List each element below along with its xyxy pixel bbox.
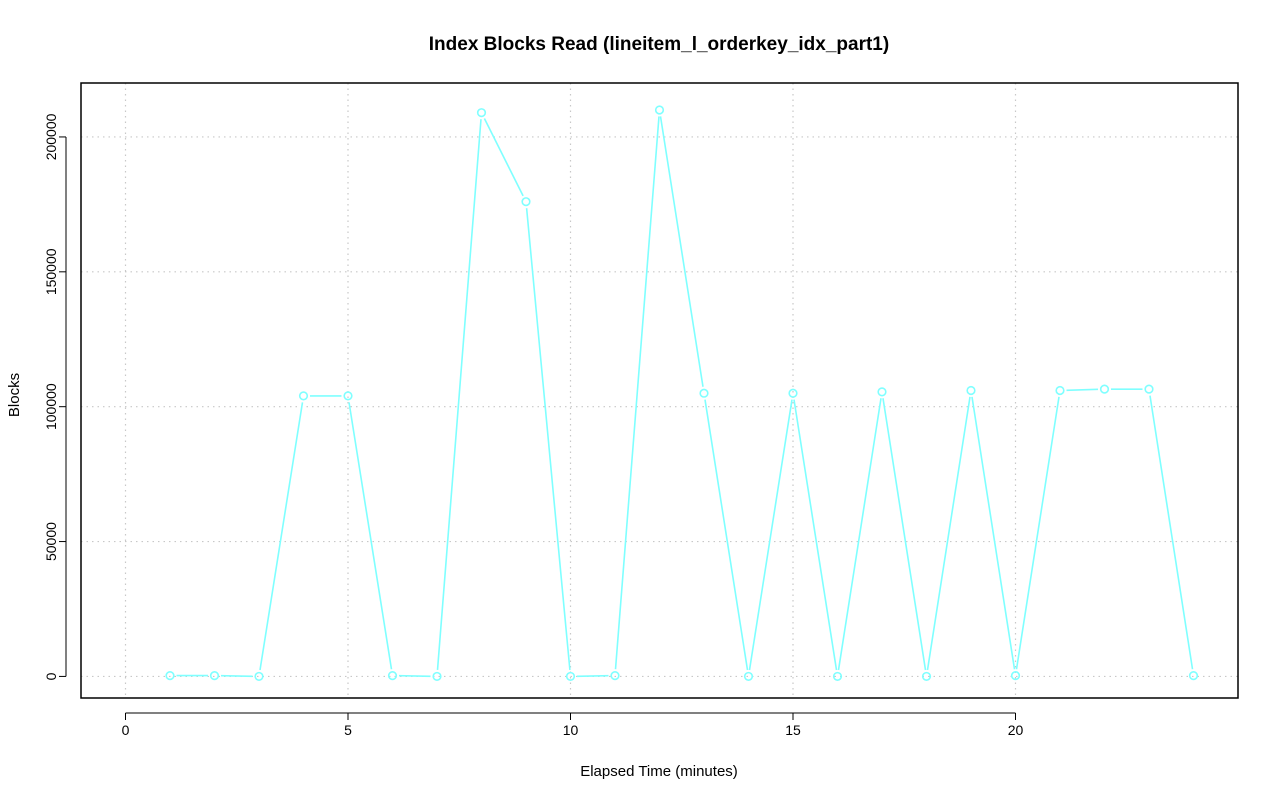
data-point <box>1055 385 1065 396</box>
series-line-segment <box>483 118 524 197</box>
x-tick-label: 0 <box>122 722 130 738</box>
data-point <box>298 391 309 401</box>
y-tick-label: 50000 <box>43 522 59 561</box>
x-tick-label: 10 <box>563 722 579 738</box>
chart-title: Index Blocks Read (lineitem_l_orderkey_i… <box>429 34 889 55</box>
x-tick-label: 15 <box>785 722 801 738</box>
data-point <box>521 197 531 207</box>
y-axis-label: Blocks <box>6 373 23 417</box>
series-line-segment <box>882 398 927 671</box>
data-point <box>254 671 264 682</box>
series-line-segment <box>926 396 971 671</box>
series-line-segment <box>398 674 431 678</box>
data-point <box>343 391 353 401</box>
data-point <box>743 671 754 682</box>
series-line-segment <box>704 399 749 671</box>
y-tick-label: 150000 <box>43 248 59 295</box>
series-line-segment <box>837 398 882 671</box>
data-point <box>565 671 576 682</box>
data-point <box>966 385 976 396</box>
series-line-segment <box>436 119 482 671</box>
data-point <box>877 387 887 397</box>
x-tick-label: 5 <box>344 722 352 738</box>
x-tick-label: 20 <box>1008 722 1024 738</box>
data-point <box>788 388 798 398</box>
data-point <box>432 671 442 682</box>
series-line-segment <box>659 116 704 387</box>
series-line-segment <box>971 396 1016 670</box>
data-point <box>1144 384 1154 394</box>
series-line-segment <box>259 402 304 671</box>
data-point <box>699 388 709 398</box>
x-axis-label: Elapsed Time (minutes) <box>580 763 738 780</box>
series-line-segment <box>1015 396 1060 670</box>
grid <box>81 83 1238 698</box>
series-line-segment <box>525 208 571 671</box>
y-tick-label: 100000 <box>43 383 59 430</box>
series-line-segment <box>748 399 793 671</box>
data-point <box>832 671 843 682</box>
series-line-segment <box>614 116 660 670</box>
data-point <box>1010 671 1021 681</box>
series-line-segment <box>1149 395 1194 670</box>
data-point <box>476 108 487 118</box>
series-line-group <box>165 105 1199 682</box>
data-point <box>1188 671 1199 681</box>
y-tick-label: 200000 <box>43 113 59 160</box>
data-point <box>921 671 932 682</box>
data-point <box>209 671 220 681</box>
data-point <box>1099 384 1110 394</box>
series-line-segment <box>1066 388 1099 392</box>
y-tick-label: 0 <box>43 672 59 680</box>
series-line-segment <box>348 402 393 670</box>
y-axis: 0 50000 100000 150000 200000 <box>43 113 67 680</box>
series-line-segment <box>576 674 609 678</box>
series-line-segment <box>220 674 253 678</box>
data-point <box>387 671 398 681</box>
data-point <box>610 671 620 681</box>
x-axis: 0 5 10 15 20 <box>122 712 1024 738</box>
data-point <box>165 671 175 681</box>
plot-frame <box>80 82 1239 699</box>
data-point <box>654 105 665 115</box>
series-line-segment <box>793 399 838 671</box>
